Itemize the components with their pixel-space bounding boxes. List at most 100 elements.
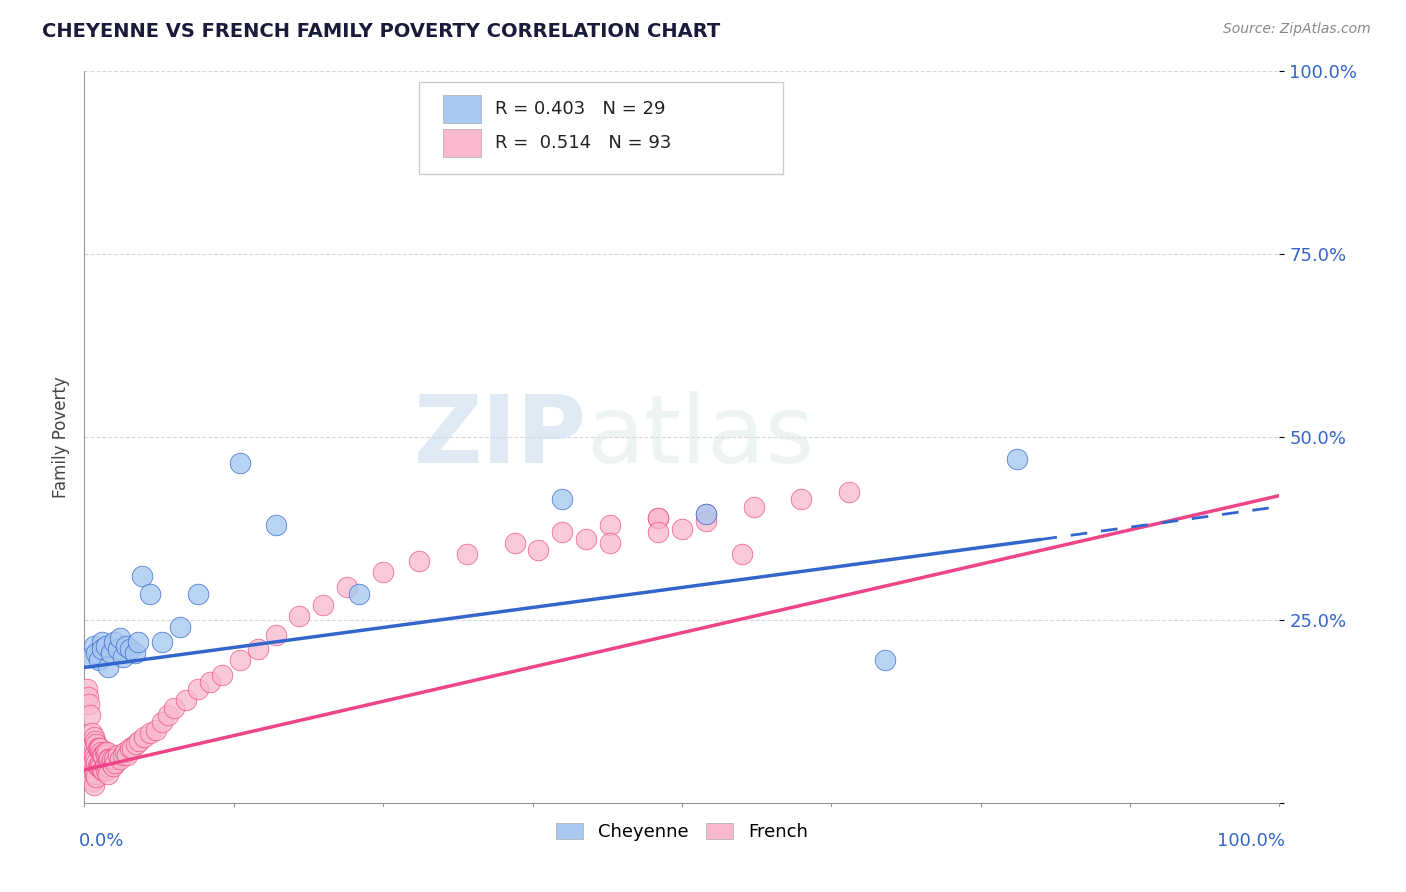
Point <box>101 752 124 766</box>
Point <box>84 733 107 747</box>
Point <box>97 766 120 780</box>
Point <box>264 517 287 532</box>
Point <box>89 756 111 770</box>
Text: CHEYENNE VS FRENCH FAMILY POVERTY CORRELATION CHART: CHEYENNE VS FRENCH FAMILY POVERTY CORREL… <box>42 22 720 41</box>
Point <box>91 763 114 777</box>
Point <box>373 566 395 580</box>
Point <box>86 646 108 660</box>
Point <box>93 748 115 763</box>
Point <box>77 737 100 751</box>
Point <box>80 726 103 740</box>
Point <box>93 745 115 759</box>
Point <box>229 653 252 667</box>
Point <box>93 763 115 777</box>
Point <box>312 599 335 613</box>
Point <box>107 748 129 763</box>
Point <box>132 730 156 744</box>
Point <box>80 752 103 766</box>
Point <box>103 635 125 649</box>
Point <box>84 752 107 766</box>
Point <box>96 745 118 759</box>
FancyBboxPatch shape <box>443 95 481 122</box>
Point <box>408 554 430 568</box>
Point <box>94 763 117 777</box>
Point <box>82 773 104 788</box>
Point <box>671 521 693 535</box>
Point <box>79 748 101 763</box>
Point <box>100 646 122 660</box>
Point <box>647 525 669 540</box>
Point <box>246 642 269 657</box>
Point <box>139 726 162 740</box>
Point <box>169 620 191 634</box>
Point <box>107 642 129 657</box>
Point <box>118 642 141 657</box>
Point <box>114 745 136 759</box>
Point <box>875 653 897 667</box>
Text: Source: ZipAtlas.com: Source: ZipAtlas.com <box>1223 22 1371 37</box>
Point <box>77 697 100 711</box>
Point <box>83 748 105 763</box>
Point <box>336 580 359 594</box>
Point <box>86 740 108 755</box>
Point <box>551 492 574 507</box>
Point <box>118 740 141 755</box>
Point <box>503 536 526 550</box>
Point <box>575 533 598 547</box>
Point <box>103 752 125 766</box>
Text: ZIP: ZIP <box>413 391 586 483</box>
Point <box>79 708 101 723</box>
Point <box>94 639 117 653</box>
Point <box>91 748 114 763</box>
Point <box>128 733 150 747</box>
Point <box>110 632 132 646</box>
Point <box>139 587 162 601</box>
Point <box>76 682 98 697</box>
Point <box>111 748 134 763</box>
Point <box>86 770 108 784</box>
Point <box>456 547 478 561</box>
Point <box>742 500 765 514</box>
Point <box>150 635 173 649</box>
Point <box>695 507 717 521</box>
Text: 0.0%: 0.0% <box>79 832 124 850</box>
Point <box>82 737 104 751</box>
Y-axis label: Family Poverty: Family Poverty <box>52 376 70 498</box>
Point <box>211 667 233 681</box>
Point <box>87 759 110 773</box>
Point <box>288 609 311 624</box>
Point <box>599 536 621 550</box>
Point <box>527 543 550 558</box>
Point <box>90 745 112 759</box>
Point <box>98 752 121 766</box>
Point <box>91 642 114 657</box>
Point <box>349 587 371 601</box>
Point <box>97 660 120 674</box>
Point <box>790 492 813 507</box>
Point <box>131 569 153 583</box>
Text: 100.0%: 100.0% <box>1218 832 1285 850</box>
Point <box>101 759 124 773</box>
Point <box>97 752 120 766</box>
Point <box>111 649 134 664</box>
Point <box>647 510 669 524</box>
Point <box>117 748 139 763</box>
Point <box>838 485 860 500</box>
Point <box>91 635 114 649</box>
Point <box>599 517 621 532</box>
Point <box>127 635 149 649</box>
Point <box>80 770 103 784</box>
Point <box>86 759 108 773</box>
Text: atlas: atlas <box>586 391 814 483</box>
Point <box>94 748 117 763</box>
FancyBboxPatch shape <box>443 129 481 157</box>
Point <box>86 737 108 751</box>
Point <box>110 752 132 766</box>
Point <box>84 766 107 780</box>
Point <box>229 456 252 470</box>
Point <box>163 700 186 714</box>
Point <box>264 627 287 641</box>
FancyBboxPatch shape <box>419 82 783 174</box>
Point <box>82 756 104 770</box>
Point <box>174 693 197 707</box>
